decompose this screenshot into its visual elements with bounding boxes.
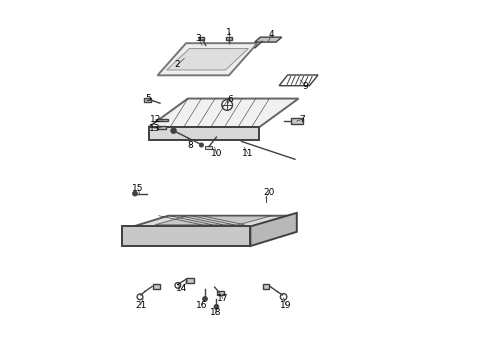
Circle shape <box>202 296 207 301</box>
Polygon shape <box>144 98 151 102</box>
Circle shape <box>214 304 219 309</box>
Text: 8: 8 <box>188 141 194 150</box>
Text: 4: 4 <box>269 31 274 40</box>
Polygon shape <box>153 284 160 289</box>
Polygon shape <box>263 284 269 289</box>
Polygon shape <box>226 37 232 40</box>
Text: 3: 3 <box>196 34 201 43</box>
Polygon shape <box>218 292 224 295</box>
Circle shape <box>171 128 176 134</box>
Polygon shape <box>250 213 297 246</box>
Text: 7: 7 <box>299 115 305 124</box>
Text: 1: 1 <box>226 28 232 37</box>
Polygon shape <box>291 118 303 124</box>
Text: 15: 15 <box>132 184 144 193</box>
Polygon shape <box>186 278 194 283</box>
Text: 10: 10 <box>211 149 222 158</box>
Circle shape <box>132 191 138 196</box>
Polygon shape <box>155 216 271 225</box>
Text: 19: 19 <box>280 301 292 310</box>
Circle shape <box>199 143 203 147</box>
Text: 5: 5 <box>145 94 151 103</box>
Text: 16: 16 <box>196 301 207 310</box>
Polygon shape <box>122 226 250 246</box>
Polygon shape <box>157 118 168 121</box>
Polygon shape <box>157 126 166 129</box>
Polygon shape <box>255 37 282 42</box>
Text: 11: 11 <box>242 149 254 158</box>
Polygon shape <box>167 49 248 70</box>
Text: 2: 2 <box>174 60 180 69</box>
Text: 6: 6 <box>227 95 233 104</box>
Text: 21: 21 <box>135 301 147 310</box>
Polygon shape <box>148 127 259 140</box>
Text: 18: 18 <box>210 309 221 318</box>
Text: 14: 14 <box>176 284 187 293</box>
Text: 13: 13 <box>149 124 160 133</box>
Polygon shape <box>157 43 258 75</box>
Polygon shape <box>148 99 298 127</box>
Polygon shape <box>205 146 213 149</box>
Polygon shape <box>122 216 297 230</box>
Text: 12: 12 <box>150 115 161 124</box>
Polygon shape <box>199 37 204 40</box>
Text: 9: 9 <box>303 82 309 91</box>
Text: 20: 20 <box>264 188 275 197</box>
Text: 17: 17 <box>217 294 229 303</box>
